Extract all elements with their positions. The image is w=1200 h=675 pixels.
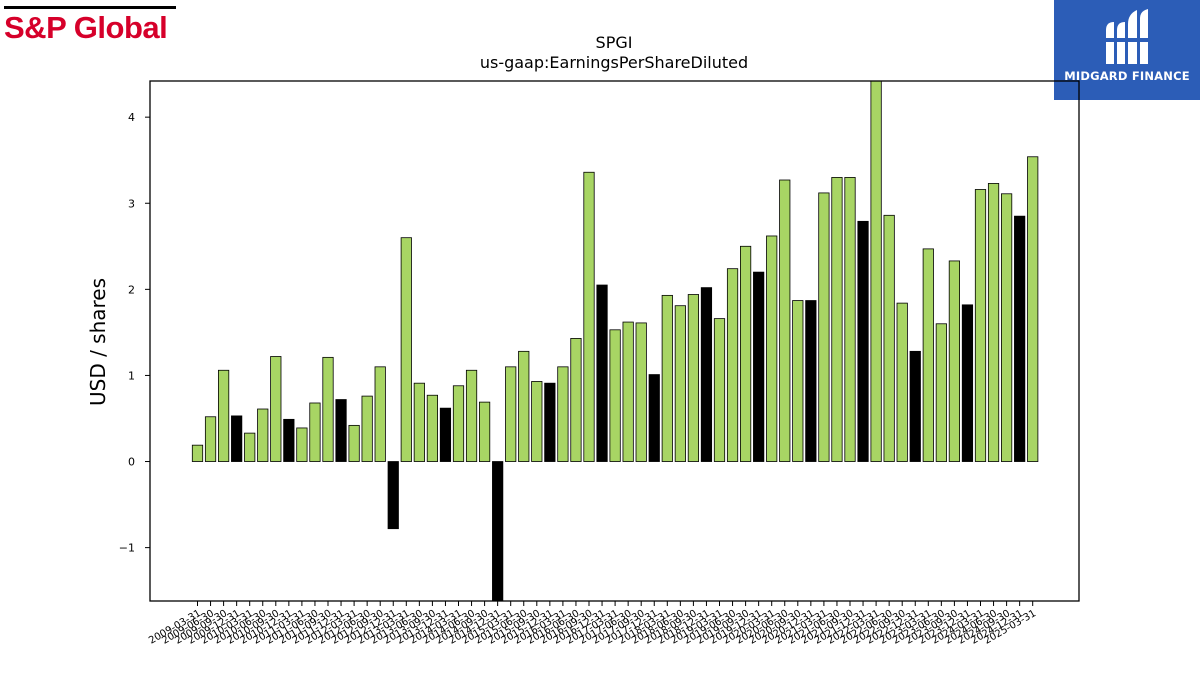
- bar: [935, 323, 947, 462]
- bar: [844, 177, 856, 462]
- y-tick-label: −1: [119, 542, 135, 555]
- bar: [1014, 215, 1026, 462]
- plot-frame: [149, 80, 1080, 602]
- bar: [244, 432, 256, 462]
- bar: [492, 461, 504, 602]
- bar: [557, 366, 569, 462]
- y-tick-label: 0: [128, 456, 135, 469]
- bar-series: [191, 80, 1039, 602]
- bar: [544, 382, 556, 462]
- bar: [583, 171, 595, 462]
- x-axis: 2009-03-312009-06-302009-09-302009-12-31…: [147, 601, 1038, 647]
- logo-rule: [4, 6, 176, 9]
- bar: [753, 271, 765, 462]
- bar: [1001, 193, 1013, 462]
- bar: [270, 356, 282, 462]
- bar: [674, 305, 686, 462]
- bar: [531, 381, 543, 462]
- bar: [818, 192, 830, 462]
- bar: [452, 385, 465, 462]
- bar: [231, 415, 243, 462]
- bar: [361, 395, 373, 462]
- bar: [766, 235, 778, 462]
- bar: [348, 424, 360, 462]
- bar: [961, 304, 974, 462]
- y-tick-label: 1: [128, 369, 135, 382]
- bar: [609, 329, 621, 462]
- bar: [870, 80, 882, 462]
- midgard-finance-logo: MIDGARD FINANCE: [1054, 0, 1200, 100]
- y-tick-label: 2: [128, 283, 135, 296]
- bar: [831, 177, 843, 462]
- bar: [322, 356, 334, 462]
- bar: [335, 399, 347, 462]
- bar: [309, 402, 321, 462]
- bar: [426, 394, 439, 462]
- bar: [439, 407, 452, 462]
- bar: [713, 318, 726, 462]
- midgard-monogram-icon: [1104, 9, 1150, 64]
- bar: [478, 401, 491, 462]
- bar: [1027, 156, 1039, 462]
- sp-global-logo-text: S&P Global: [4, 10, 168, 45]
- bar: [374, 366, 386, 462]
- bar: [217, 369, 230, 462]
- bar: [518, 350, 530, 462]
- bar: [191, 444, 204, 462]
- bar: [570, 338, 582, 462]
- bar: [687, 294, 700, 462]
- bar: [387, 461, 399, 530]
- bar: [909, 350, 921, 462]
- bar: [700, 287, 713, 462]
- bar: [622, 321, 634, 462]
- bar: [596, 284, 608, 462]
- bar: [948, 260, 961, 462]
- bar: [635, 322, 647, 462]
- bar: [257, 408, 269, 462]
- bar: [740, 245, 752, 462]
- y-axis: −1 0 1 2 3 4: [119, 111, 150, 555]
- bar: [896, 302, 908, 462]
- bar: [661, 294, 673, 462]
- bar: [413, 382, 425, 462]
- chart-subtitle: us-gaap:EarningsPerShareDiluted: [480, 53, 748, 72]
- midgard-finance-wordmark: MIDGARD FINANCE: [1064, 69, 1190, 83]
- bar: [792, 300, 804, 462]
- bar: [922, 248, 934, 462]
- bar: [204, 416, 217, 462]
- bar: [648, 374, 660, 462]
- bar: [296, 427, 308, 462]
- bar: [857, 220, 869, 462]
- bar: [283, 418, 295, 462]
- sp-global-logo: S&P Global: [4, 6, 176, 47]
- chart-title: SPGI: [596, 33, 633, 52]
- bar: [779, 179, 791, 462]
- bar: [726, 268, 739, 462]
- y-axis-label: USD / shares: [86, 278, 110, 406]
- bar: [987, 183, 1000, 462]
- bar: [400, 237, 412, 462]
- y-tick-label: 3: [128, 197, 135, 210]
- bar: [974, 189, 987, 462]
- bar: [505, 366, 517, 462]
- bar: [465, 369, 478, 462]
- bar: [883, 214, 895, 462]
- y-tick-label: 4: [128, 111, 135, 124]
- bar: [805, 300, 817, 462]
